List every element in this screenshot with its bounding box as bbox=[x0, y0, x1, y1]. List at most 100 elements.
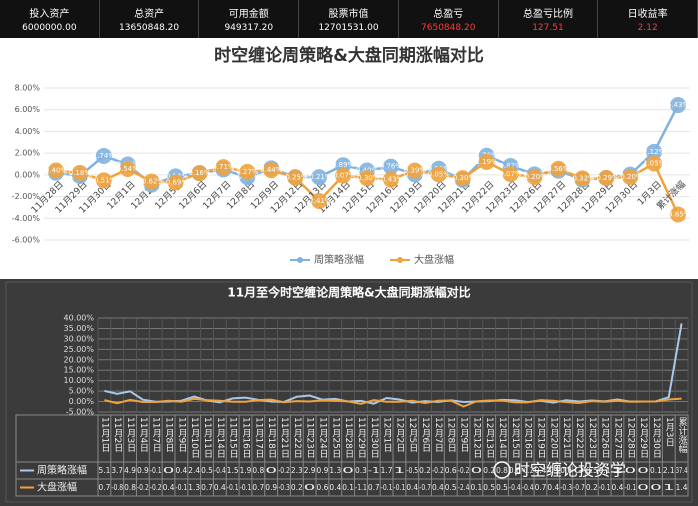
x-tick-label: 累计涨幅 bbox=[677, 417, 688, 454]
table-value: 0 bbox=[624, 466, 636, 475]
table-value: -0.2 bbox=[458, 466, 470, 475]
table-value: 0.4 bbox=[175, 466, 187, 475]
x-tick-label: 12月13日 bbox=[484, 417, 495, 458]
table-value: -0.2 bbox=[278, 466, 290, 475]
x-tick-label: 1月3日 bbox=[664, 417, 675, 446]
stat: 总盈亏比例 127.51 bbox=[499, 0, 599, 38]
marker bbox=[406, 162, 423, 179]
table-value: 0.9 bbox=[265, 483, 277, 492]
table-value: 0 bbox=[470, 466, 482, 475]
y-tick-label: 5.00% bbox=[69, 387, 95, 396]
stat-label: 总盈亏 bbox=[433, 9, 464, 20]
table-value: -0.5 bbox=[547, 466, 559, 475]
table-value: 1.7 bbox=[381, 466, 393, 475]
x-tick-label: 12月15日 bbox=[510, 417, 521, 458]
legend-label: 大盘涨幅 bbox=[414, 253, 454, 266]
table-value: 0.4 bbox=[406, 483, 418, 492]
x-tick-label: 12月26日 bbox=[600, 417, 611, 458]
data-label: 0.54% bbox=[117, 165, 140, 173]
table-value: 0.2 bbox=[483, 466, 495, 475]
table-value: 0.4 bbox=[612, 483, 624, 492]
table-value: 1 bbox=[394, 466, 406, 475]
x-tick-label: 11月30日 bbox=[369, 417, 380, 458]
x-tick-label: 12月2日 bbox=[394, 417, 405, 452]
table-value: 0.5 bbox=[496, 483, 508, 492]
data-label: -0.25% bbox=[283, 174, 308, 182]
marker bbox=[502, 166, 519, 183]
stat-value: 13650848.20 bbox=[119, 23, 180, 33]
table-value: 0.1 bbox=[342, 483, 354, 492]
x-tick-label: 11月3日 bbox=[125, 417, 136, 452]
y-tick-label: 25.00% bbox=[63, 345, 94, 354]
table-value: 1 bbox=[612, 466, 624, 475]
stat-value: 12701531.00 bbox=[318, 23, 379, 33]
y-tick-label: 4.00% bbox=[15, 127, 41, 136]
data-label: 0.39% bbox=[404, 167, 427, 175]
x-tick-label: 11月1日 bbox=[99, 417, 110, 452]
marker bbox=[646, 143, 663, 160]
chart-panel-dark bbox=[0, 279, 698, 506]
table-value: 0.8 bbox=[124, 483, 136, 492]
y-tick-label: -4.00% bbox=[12, 214, 41, 223]
data-label: 0.07% bbox=[499, 170, 522, 178]
table-value: 0.6 bbox=[509, 466, 521, 475]
x-tick-label: 12月5日 bbox=[407, 417, 418, 452]
marker bbox=[646, 155, 663, 172]
table-value: -0.2 bbox=[137, 483, 149, 492]
table-value: -0.1 bbox=[599, 483, 611, 492]
marker bbox=[47, 162, 64, 179]
x-tick-label: 11月4日 bbox=[138, 417, 149, 452]
data-label: 0.40% bbox=[45, 167, 68, 175]
legend-label: 周策略涨幅 bbox=[314, 253, 364, 266]
data-label: -0.69% bbox=[163, 178, 188, 186]
marker bbox=[550, 160, 567, 177]
marker bbox=[430, 166, 447, 183]
table-value: 0 bbox=[637, 483, 649, 492]
table-value: 0.7 bbox=[201, 483, 213, 492]
legend-label: 大盘涨幅 bbox=[37, 481, 77, 494]
marker bbox=[191, 165, 208, 182]
table-value: 2.9 bbox=[304, 466, 316, 475]
x-tick-label: 11月29日 bbox=[356, 417, 367, 458]
x-tick-label: 11月18日 bbox=[266, 417, 277, 458]
x-tick-label: 11月11日 bbox=[202, 417, 213, 458]
table-value: -0.4 bbox=[509, 483, 521, 492]
y-tick-label: 0.00% bbox=[15, 170, 41, 179]
table-value: 0.4 bbox=[329, 483, 341, 492]
x-tick-label: 12月12日 bbox=[471, 417, 482, 458]
data-label: 0.16% bbox=[188, 169, 211, 177]
x-tick-label: 12月1日 bbox=[382, 417, 393, 452]
table-value: -0.2 bbox=[150, 483, 162, 492]
table-value: 0.4 bbox=[535, 466, 547, 475]
table-value: -0.1 bbox=[381, 483, 393, 492]
table-value: 0.5 bbox=[201, 466, 213, 475]
table-value: 0 bbox=[637, 466, 649, 475]
marker bbox=[598, 170, 615, 187]
x-tick-label: 12月28日 bbox=[625, 417, 636, 458]
marker bbox=[215, 159, 232, 176]
table-value: 0.3 bbox=[355, 466, 367, 475]
table-value: -0.4 bbox=[522, 483, 534, 492]
table-value: 1.9 bbox=[240, 466, 252, 475]
stat-value: 2.12 bbox=[637, 23, 658, 33]
marker bbox=[454, 170, 471, 187]
y-tick-label: 0.00% bbox=[69, 397, 95, 406]
y-tick-label: 15.00% bbox=[63, 366, 94, 375]
table-value: 0.9 bbox=[317, 466, 329, 475]
x-tick-label: 11月8日 bbox=[164, 417, 175, 452]
x-tick-label: 12月30日 bbox=[651, 417, 662, 458]
x-tick-label: 11月2日 bbox=[112, 417, 123, 452]
stat-label: 总盈亏比例 bbox=[522, 9, 573, 20]
watermark-icon bbox=[493, 461, 511, 479]
x-tick-label: 11月7日 bbox=[151, 417, 162, 452]
x-tick-label: 11月21日 bbox=[279, 417, 290, 458]
table-value: 0.9 bbox=[137, 466, 149, 475]
watermark: 时空缠论投资学 bbox=[514, 461, 626, 480]
data-label: -0.62% bbox=[139, 178, 164, 186]
y-tick-label: -2.00% bbox=[12, 192, 41, 201]
marker bbox=[574, 170, 591, 187]
stat-label: 可用金额 bbox=[228, 9, 269, 20]
y-tick-label: 8.00% bbox=[15, 84, 41, 93]
table-value: 2.3 bbox=[291, 466, 303, 475]
marker bbox=[95, 172, 112, 189]
